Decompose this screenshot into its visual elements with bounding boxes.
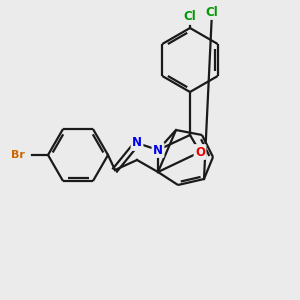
Text: Cl: Cl bbox=[206, 5, 218, 19]
Text: N: N bbox=[153, 143, 163, 157]
Text: N: N bbox=[132, 136, 142, 149]
Text: Cl: Cl bbox=[184, 11, 196, 23]
Text: O: O bbox=[195, 146, 205, 158]
Text: Br: Br bbox=[11, 150, 25, 160]
